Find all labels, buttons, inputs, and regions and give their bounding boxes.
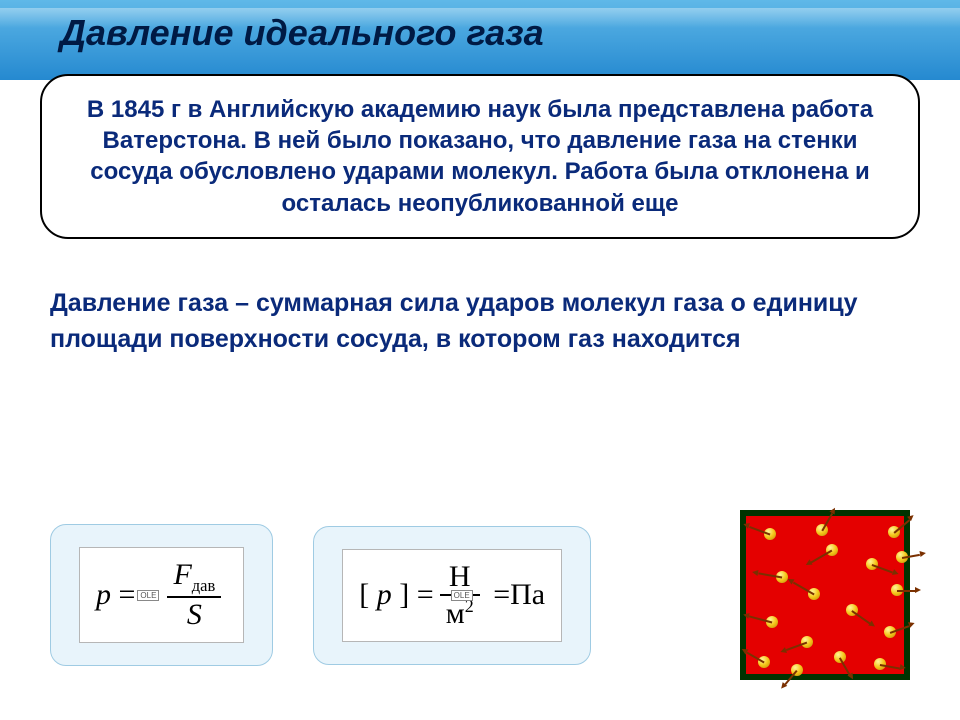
- definition-text: Давление газа – суммарная сила ударов мо…: [50, 285, 910, 358]
- bottom-row: p = OLE Fдав S [ p ] = Н OLE: [0, 510, 960, 680]
- arrow-head: [908, 620, 916, 628]
- bracket-open: [: [359, 578, 369, 612]
- history-info-text: В 1845 г в Английскую академию наук была…: [72, 94, 888, 219]
- slide-header: Давление идеального газа: [0, 0, 960, 80]
- var-S: S: [181, 598, 208, 632]
- equals: =: [119, 578, 136, 612]
- bracket-close: ]: [399, 578, 409, 612]
- slide-title: Давление идеального газа: [60, 12, 900, 54]
- arrow-head: [868, 620, 876, 628]
- arrow: [852, 610, 871, 624]
- fraction: Fдав S: [167, 558, 221, 632]
- units-formula-box: [ p ] = Н OLE м2 = Па: [313, 526, 591, 665]
- gas-molecules-diagram: [740, 510, 910, 680]
- arrow-head: [899, 665, 906, 672]
- arrow-head: [780, 647, 788, 655]
- units-fraction: Н OLE м2: [440, 560, 480, 631]
- units-formula: [ p ] = Н OLE м2 = Па: [342, 549, 562, 642]
- history-info-box: В 1845 г в Английскую академию наук была…: [40, 74, 920, 239]
- pressure-formula: p = OLE Fдав S: [79, 547, 244, 643]
- arrow-head: [847, 673, 855, 681]
- ole-icon: OLE: [137, 590, 159, 601]
- equals1: =: [417, 578, 434, 612]
- unit-N: Н: [443, 560, 477, 594]
- var-p2: p: [377, 578, 392, 612]
- unit-m: м: [446, 597, 465, 630]
- var-F: F: [173, 558, 191, 591]
- pressure-formula-box: p = OLE Fдав S: [50, 524, 273, 666]
- arrow-head: [892, 569, 900, 577]
- arrow-head: [752, 569, 759, 576]
- unit-Pa: Па: [510, 578, 545, 612]
- arrow: [897, 590, 915, 592]
- arrow-head: [915, 587, 921, 593]
- definition-block: Давление газа – суммарная сила ударов мо…: [50, 285, 910, 358]
- arrow-head: [919, 550, 926, 557]
- arrow: [811, 550, 833, 563]
- sub-dav: дав: [192, 576, 216, 595]
- arrow-head: [742, 611, 749, 618]
- equals2: =: [493, 578, 510, 612]
- var-p: p: [96, 578, 111, 612]
- ole-icon: OLE: [451, 590, 473, 601]
